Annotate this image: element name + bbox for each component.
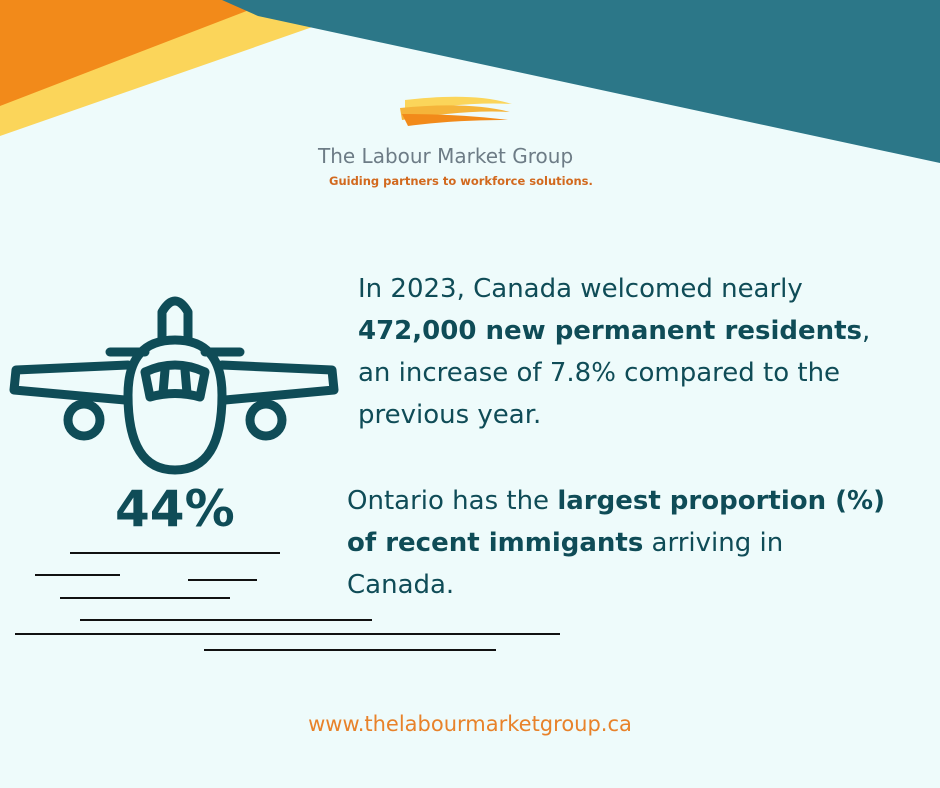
paragraph: In 2023, Canada welcomed nearly 472,000 n…	[358, 268, 870, 436]
text-line: 472,000 new permanent residents,	[358, 310, 870, 352]
logo-title: The Labour Market Group	[318, 144, 574, 168]
text: arriving in	[643, 528, 784, 558]
website-url: www.thelabourmarketgroup.ca	[308, 712, 632, 736]
text-line: previous year.	[358, 394, 870, 436]
text: previous year.	[358, 400, 542, 430]
text-line: In 2023, Canada welcomed nearly	[358, 268, 870, 310]
text: Ontario has the	[347, 486, 558, 516]
bold-text: largest proportion (%)	[557, 486, 885, 516]
text-line: an increase of 7.8% compared to the	[358, 352, 870, 394]
stat: 44%	[115, 480, 235, 538]
bold-text: of recent immigants	[347, 528, 644, 558]
logo-tagline: Guiding partners to workforce solutions.	[329, 174, 593, 188]
text-line: of recent immigants arriving in	[347, 522, 885, 564]
text: an increase of 7.8% compared to the	[358, 358, 841, 388]
speed-lines	[15, 552, 560, 651]
logo-mark	[400, 96, 512, 126]
text-line: Ontario has the largest proportion (%)	[347, 480, 885, 522]
airplane-icon	[9, 296, 339, 475]
text: In 2023, Canada welcomed nearly	[358, 274, 803, 304]
paragraph: Ontario has the largest proportion (%) of…	[347, 480, 885, 606]
text: Canada.	[347, 570, 455, 600]
text: ,	[862, 316, 871, 346]
bold-text: 472,000 new permanent residents	[358, 316, 863, 346]
text-line: Canada.	[347, 564, 885, 606]
